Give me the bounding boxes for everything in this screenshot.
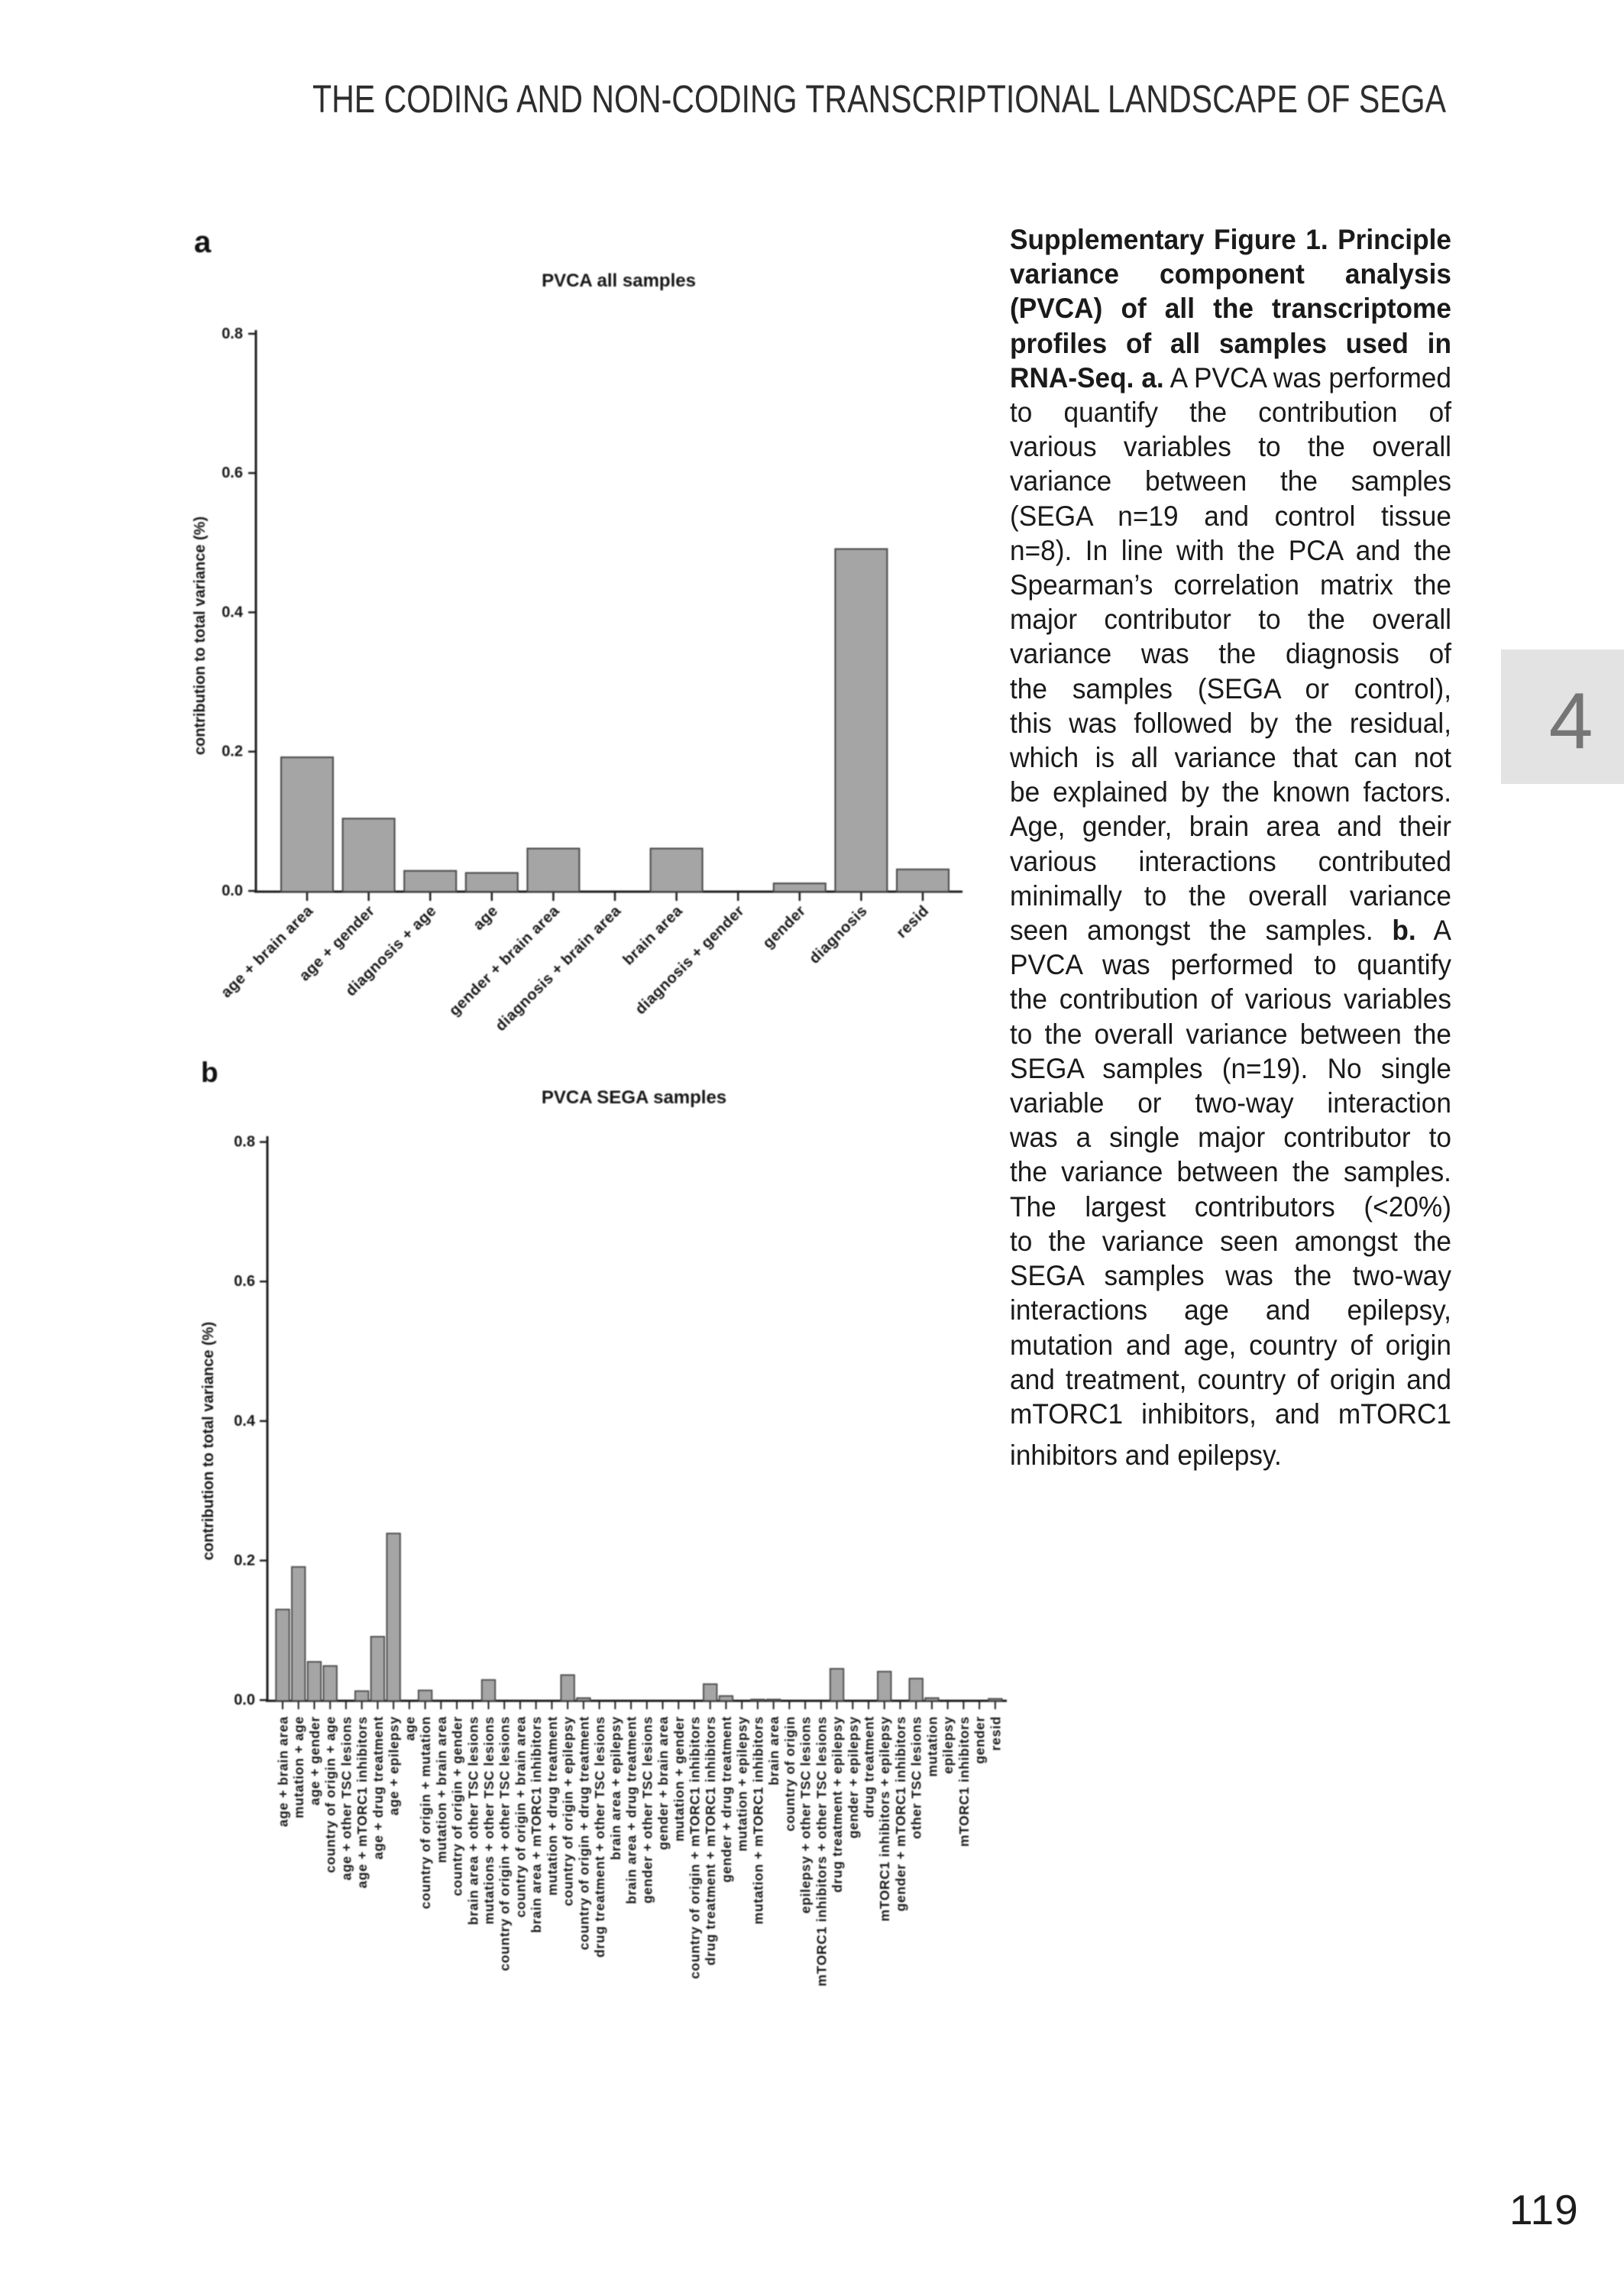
svg-text:gender: gender bbox=[760, 902, 810, 952]
svg-text:0.2: 0.2 bbox=[234, 1552, 255, 1569]
svg-text:diagnosis: diagnosis bbox=[806, 902, 871, 967]
svg-text:age + drug treatment: age + drug treatment bbox=[370, 1716, 386, 1860]
svg-text:age + brain area: age + brain area bbox=[276, 1716, 291, 1827]
svg-text:country of origin + brain area: country of origin + brain area bbox=[513, 1716, 528, 1918]
svg-text:PVCA all samples: PVCA all samples bbox=[542, 270, 696, 291]
svg-text:contribution to total variance: contribution to total variance (%) bbox=[200, 1322, 217, 1560]
svg-text:epilepsy: epilepsy bbox=[940, 1716, 956, 1774]
svg-text:country of origin + other TSC: country of origin + other TSC lesions bbox=[497, 1716, 513, 1971]
svg-text:contribution to total variance: contribution to total variance (%) bbox=[192, 517, 209, 755]
svg-text:country of origin + mTORC1 inh: country of origin + mTORC1 inhibitors bbox=[687, 1716, 702, 1979]
svg-text:diagnosis + gender: diagnosis + gender bbox=[632, 902, 748, 1018]
svg-text:0.8: 0.8 bbox=[222, 325, 243, 342]
svg-text:country of origin: country of origin bbox=[782, 1716, 797, 1831]
svg-text:mTORC1 inhibitors + epilepsy: mTORC1 inhibitors + epilepsy bbox=[877, 1716, 892, 1922]
svg-text:PVCA SEGA samples: PVCA SEGA samples bbox=[542, 1087, 726, 1108]
svg-text:mutation + epilepsy: mutation + epilepsy bbox=[735, 1716, 750, 1851]
svg-text:country of origin + mutation: country of origin + mutation bbox=[418, 1716, 433, 1909]
svg-text:mutations + other TSC lesions: mutations + other TSC lesions bbox=[481, 1716, 497, 1925]
svg-text:epilepsy + other TSC lesions: epilepsy + other TSC lesions bbox=[798, 1716, 814, 1913]
svg-text:drug treatment + other TSC les: drug treatment + other TSC lesions bbox=[592, 1716, 607, 1958]
svg-text:age + epilepsy: age + epilepsy bbox=[387, 1716, 402, 1815]
svg-text:country of origin + age: country of origin + age bbox=[323, 1716, 338, 1873]
svg-text:mutation: mutation bbox=[924, 1716, 940, 1776]
svg-text:brain area + epilepsy: brain area + epilepsy bbox=[608, 1716, 623, 1860]
svg-text:mTORC1 inhibitors: mTORC1 inhibitors bbox=[956, 1716, 972, 1847]
svg-text:drug treatment: drug treatment bbox=[862, 1716, 877, 1818]
svg-text:age + other TSC lesions: age + other TSC lesions bbox=[338, 1716, 354, 1880]
svg-text:0.4: 0.4 bbox=[222, 604, 244, 620]
svg-text:mutation + mTORC1 inhibitors: mutation + mTORC1 inhibitors bbox=[750, 1716, 765, 1925]
svg-text:0.2: 0.2 bbox=[222, 743, 243, 760]
svg-text:gender + brain area: gender + brain area bbox=[446, 902, 563, 1019]
svg-text:mutation + age: mutation + age bbox=[291, 1716, 306, 1819]
svg-text:other TSC lesions: other TSC lesions bbox=[909, 1716, 924, 1839]
svg-text:country of origin + drug treat: country of origin + drug treatment bbox=[576, 1716, 591, 1950]
svg-text:brain area + mTORC1 inhibitors: brain area + mTORC1 inhibitors bbox=[529, 1716, 544, 1933]
svg-text:gender + other TSC lesions: gender + other TSC lesions bbox=[639, 1716, 655, 1903]
svg-text:0.0: 0.0 bbox=[222, 883, 243, 899]
svg-text:mTORC1 inhibitors + other TSC: mTORC1 inhibitors + other TSC lesions bbox=[814, 1716, 829, 1987]
svg-text:mutation + brain area: mutation + brain area bbox=[434, 1716, 449, 1863]
svg-text:drug treatment + mTORC1 inhibi: drug treatment + mTORC1 inhibitors bbox=[703, 1716, 718, 1965]
svg-text:0.8: 0.8 bbox=[234, 1134, 255, 1151]
svg-text:brain area: brain area bbox=[620, 902, 686, 969]
svg-text:age + gender: age + gender bbox=[307, 1716, 322, 1806]
svg-text:gender + mTORC1 inhibitors: gender + mTORC1 inhibitors bbox=[893, 1716, 908, 1912]
svg-text:brain area + other TSC lesions: brain area + other TSC lesions bbox=[465, 1716, 480, 1925]
svg-text:resid: resid bbox=[988, 1716, 1003, 1751]
svg-text:mutation + gender: mutation + gender bbox=[671, 1716, 687, 1841]
svg-text:age: age bbox=[470, 902, 501, 934]
svg-text:age: age bbox=[402, 1716, 417, 1741]
svg-text:0.6: 0.6 bbox=[234, 1273, 255, 1290]
svg-text:diagnosis + brain area: diagnosis + brain area bbox=[492, 902, 624, 1035]
svg-text:brain area: brain area bbox=[766, 1716, 781, 1786]
svg-text:country of origin + epilepsy: country of origin + epilepsy bbox=[561, 1716, 576, 1906]
svg-text:age + brain area: age + brain area bbox=[218, 902, 317, 1002]
svg-text:brain area + drug treatment: brain area + drug treatment bbox=[624, 1716, 639, 1904]
svg-text:age + mTORC1 inhibitors: age + mTORC1 inhibitors bbox=[354, 1716, 370, 1888]
svg-text:0.6: 0.6 bbox=[222, 465, 243, 481]
svg-text:country of origin + gender: country of origin + gender bbox=[450, 1716, 465, 1896]
svg-text:drug treatment + epilepsy: drug treatment + epilepsy bbox=[830, 1716, 845, 1893]
svg-text:gender + brain area: gender + brain area bbox=[655, 1716, 671, 1850]
svg-text:gender + epilepsy: gender + epilepsy bbox=[846, 1716, 861, 1838]
svg-text:0.4: 0.4 bbox=[234, 1413, 256, 1430]
svg-text:resid: resid bbox=[893, 902, 932, 941]
svg-text:mutation + drug treatment: mutation + drug treatment bbox=[545, 1716, 560, 1896]
svg-text:gender: gender bbox=[972, 1716, 988, 1764]
svg-text:0.0: 0.0 bbox=[234, 1692, 255, 1708]
svg-text:gender + drug treatment: gender + drug treatment bbox=[719, 1716, 734, 1883]
